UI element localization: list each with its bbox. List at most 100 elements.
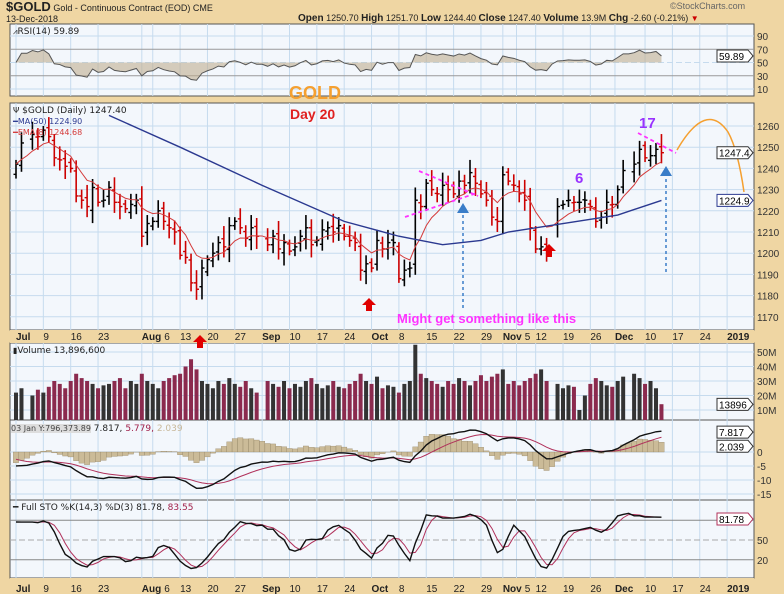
volume-bar [478, 375, 483, 420]
date-tick-label: 17 [317, 332, 329, 343]
volume-bar [615, 381, 620, 420]
rsi-tick-label: 30 [757, 72, 769, 83]
macd-histogram-bar [341, 446, 348, 453]
date-tick-label: 17 [672, 332, 684, 343]
volume-bar [610, 386, 615, 420]
rsi-fill [16, 49, 662, 81]
macd-tick-label: -10 [757, 476, 772, 487]
close-value: 1247.40 [508, 13, 541, 23]
volume-bar [216, 381, 221, 420]
volume-bar [156, 388, 161, 420]
sto-tick-label: 20 [757, 556, 769, 567]
macd-histogram-bar [84, 451, 90, 465]
volume-bar [544, 381, 549, 420]
macd-histogram-bar [467, 441, 473, 453]
macd-histogram-bar [374, 451, 380, 456]
macd-histogram-bar [122, 451, 129, 456]
volume-legend: ▮Volume 13,896,600 [13, 345, 105, 357]
macd-histogram-bar [521, 451, 528, 457]
date-tick-label: 27 [235, 584, 247, 594]
macd-histogram-bar [13, 451, 19, 463]
date-tick-label: Aug [142, 584, 161, 594]
macd-histogram-bar [78, 451, 85, 464]
macd-histogram-bar [319, 446, 326, 453]
macd-histogram-bar [406, 451, 413, 457]
date-tick-label: Nov [503, 332, 522, 343]
volume-bar [566, 385, 571, 420]
macd-histogram-bar [18, 451, 25, 461]
ma50-line [108, 114, 662, 246]
volume-bar [358, 373, 363, 420]
date-tick-label: 16 [71, 584, 83, 594]
volume-bar [588, 383, 593, 420]
macd-histogram-bar [29, 451, 36, 456]
macd-histogram-bar [117, 451, 123, 457]
macd-histogram-bar [346, 448, 353, 453]
date-tick-label: 6 [164, 584, 170, 594]
price-tick-label: 1200 [757, 249, 780, 260]
volume-bar [385, 385, 390, 420]
volume-bar [314, 383, 319, 420]
date-tick-label: 16 [71, 332, 83, 343]
volume-bar [249, 388, 254, 420]
macd-histogram-bar [390, 450, 397, 453]
volume-bar [577, 410, 582, 420]
date-tick-label: 24 [700, 584, 712, 594]
macd-tag-text: 7.817 [719, 428, 744, 439]
volume-bar [303, 381, 308, 420]
volume-bar [85, 381, 90, 420]
volume-tag-text: 13896 [719, 400, 747, 411]
date-tick-label: 29 [481, 584, 493, 594]
low-arrow-icon [193, 335, 207, 348]
macd-histogram-bar [286, 448, 293, 453]
volume-bar [506, 383, 511, 420]
volume-bar [462, 381, 467, 420]
volume-bar [145, 381, 150, 420]
blue-arrowhead-icon [457, 203, 469, 213]
volume-bar [254, 392, 259, 420]
macd-histogram-bar [177, 451, 183, 455]
macd-histogram-bar [489, 451, 495, 456]
volume-bar [79, 378, 84, 420]
macd-histogram-bar [89, 451, 96, 463]
volume-bar [265, 381, 270, 420]
date-tick-label: Dec [615, 332, 634, 343]
low-label: Low [420, 13, 441, 24]
macd-histogram-bar [396, 451, 402, 456]
date-tick-label: Oct [372, 584, 389, 594]
macd-tick-label: -15 [757, 490, 772, 501]
volume-bar [342, 388, 347, 420]
symbol: $GOLD [6, 0, 51, 14]
macd-histogram-bar [45, 450, 52, 453]
macd-histogram-bar [313, 447, 320, 453]
macd-histogram-bar [499, 451, 506, 456]
close-label: Close [478, 13, 506, 24]
volume-bar [396, 392, 401, 420]
price-tick-label: 1220 [757, 207, 780, 218]
price-tick-label: 1260 [757, 122, 780, 133]
volume-bar [63, 388, 68, 420]
bar-chart-icon: ▮ [13, 346, 18, 355]
price-panel [9, 102, 755, 331]
volume-bar [183, 366, 188, 420]
date-tick-label: 20 [207, 584, 219, 594]
rsi-tag: 59.89 [716, 49, 754, 63]
sto-tag-text: 81.78 [719, 515, 744, 526]
price-label: Ψ $GOLD (Daily) 1247.40 [13, 105, 127, 117]
volume-bar [172, 375, 177, 420]
volume-bar [199, 381, 204, 420]
macd-histogram-bar [461, 440, 468, 453]
macd-histogram-bar [653, 440, 659, 453]
brand-link[interactable]: ©StockCharts.com [670, 1, 746, 11]
macd-histogram-bar [166, 451, 173, 453]
volume-bar [511, 381, 516, 420]
volume-tick-label: 50M [757, 348, 776, 359]
date-tick-label: 17 [672, 584, 684, 594]
volume-bar [495, 373, 500, 420]
ma50-tag-text: 1224.9 [719, 196, 750, 207]
day-count-annotation: Day 20 [290, 106, 336, 122]
macd-histogram-bar [56, 451, 63, 455]
volume-tag-box [716, 397, 754, 411]
volume-bar [276, 386, 281, 420]
